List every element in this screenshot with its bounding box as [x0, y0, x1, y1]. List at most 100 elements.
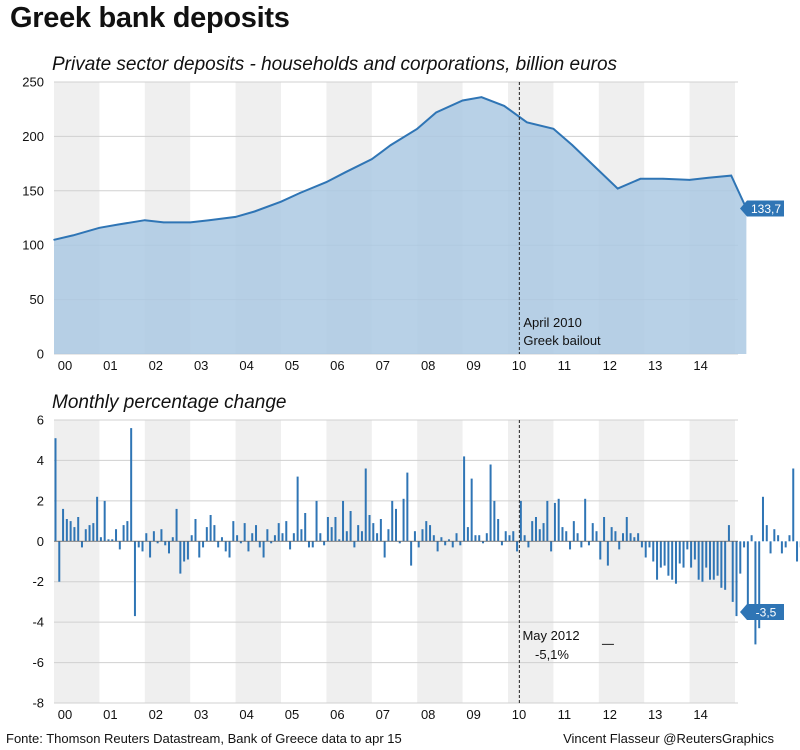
x-tick-label: 07 — [376, 707, 390, 722]
change-bar — [149, 541, 152, 558]
change-bar — [202, 541, 205, 548]
deposits-point — [253, 210, 256, 213]
x-tick-label: 06 — [330, 707, 344, 722]
change-bar — [115, 529, 118, 542]
change-bar — [678, 541, 681, 564]
change-bar — [606, 541, 609, 566]
change-bar — [277, 523, 280, 542]
deposits-point — [416, 127, 419, 130]
may2012-annotation-line1: May 2012 — [522, 628, 579, 643]
change-bar — [69, 521, 72, 542]
change-bar — [587, 541, 590, 546]
deposits-point — [325, 181, 328, 183]
x-tick-label: 14 — [693, 358, 707, 373]
change-bar — [720, 541, 723, 588]
change-bar — [470, 478, 473, 542]
x-tick-label: 03 — [194, 707, 208, 722]
year-band — [417, 420, 463, 703]
year-band — [689, 420, 735, 703]
source-note: Fonte: Thomson Reuters Datastream, Bank … — [6, 731, 402, 746]
change-bar — [773, 529, 776, 542]
change-bar — [152, 531, 155, 542]
x-tick-label: 12 — [603, 707, 617, 722]
change-bar — [595, 531, 598, 542]
x-tick-label: 07 — [376, 358, 390, 373]
x-tick-label: 04 — [239, 707, 253, 722]
deposits-point — [707, 176, 710, 179]
deposits-chart-title: Private sector deposits - households and… — [52, 54, 618, 75]
change-bar — [731, 541, 734, 602]
change-bar — [531, 521, 534, 542]
change-bar — [376, 533, 379, 542]
change-bar — [674, 541, 677, 584]
bailout-annotation-line2: Greek bailout — [523, 333, 601, 348]
change-bar — [118, 541, 121, 550]
y-tick-label: -2 — [32, 574, 44, 589]
change-bar — [338, 539, 341, 542]
year-band — [508, 420, 554, 703]
deposits-line — [53, 96, 748, 241]
change-bar — [368, 515, 371, 542]
deposits-point — [503, 105, 506, 107]
change-bar — [236, 535, 239, 542]
change-bar — [640, 541, 643, 548]
callout-shape-2 — [740, 604, 784, 621]
change-bar — [648, 541, 651, 548]
change-bar — [247, 541, 250, 552]
change-bar — [466, 527, 469, 542]
may2012-annotation-line2: -5,1% — [535, 647, 569, 662]
chart-main-title: Greek bank deposits — [10, 2, 290, 34]
change-bar — [217, 541, 220, 548]
change-bar — [383, 541, 386, 558]
x-tick-label: 01 — [103, 707, 117, 722]
change-bar — [451, 541, 454, 548]
x-tick-label: 08 — [421, 358, 435, 373]
change-bar — [769, 541, 772, 554]
change-bar — [232, 521, 235, 542]
change-bar — [84, 529, 87, 542]
year-band — [144, 420, 191, 703]
change-bar — [550, 541, 553, 552]
deposits-point — [371, 158, 373, 161]
change-bar — [300, 529, 303, 542]
y-tick-label: 200 — [22, 129, 44, 144]
change-bar — [179, 541, 182, 574]
change-bar — [512, 531, 515, 542]
callout-shape — [740, 200, 784, 217]
change-bar — [565, 531, 568, 542]
change-bar — [690, 541, 693, 568]
change-bar — [77, 517, 80, 542]
last-change-label: -3,5 — [756, 606, 777, 620]
change-bar — [777, 535, 780, 542]
change-bar — [743, 541, 746, 548]
y-tick-label: 0 — [37, 347, 44, 362]
change-bar — [682, 541, 685, 568]
change-bar — [168, 541, 170, 554]
change-bar — [292, 533, 295, 542]
change-bar — [323, 541, 326, 546]
change-bar — [644, 541, 647, 558]
change-bar — [311, 541, 314, 548]
change-bar — [360, 531, 363, 542]
change-chart-title: Monthly percentage change — [52, 392, 287, 413]
change-bar — [652, 541, 655, 562]
x-tick-label: 10 — [512, 707, 526, 722]
change-bar — [792, 468, 795, 542]
credit-note: Vincent Flasseur @ReutersGraphics — [563, 731, 774, 746]
change-bar — [629, 533, 632, 542]
change-bar — [398, 541, 401, 544]
change-bar — [712, 541, 715, 580]
x-tick-label: 04 — [239, 358, 253, 373]
change-bar — [440, 537, 443, 542]
change-bar — [637, 533, 640, 542]
change-bar — [319, 533, 322, 542]
y-tick-label: 100 — [22, 238, 44, 253]
x-tick-label: 00 — [58, 707, 72, 722]
change-bar — [701, 541, 704, 582]
change-bar — [251, 533, 254, 542]
change-bar — [489, 464, 492, 542]
change-bar — [459, 541, 462, 546]
deposits-point — [552, 127, 555, 130]
change-bar — [88, 525, 91, 542]
